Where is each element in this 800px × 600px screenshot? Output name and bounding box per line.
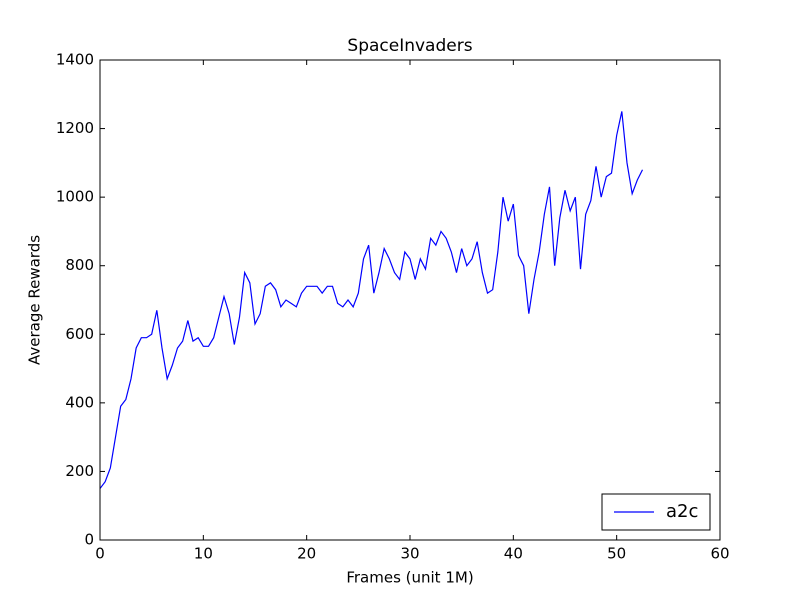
y-tick-label: 1400 bbox=[56, 51, 94, 69]
x-tick-label: 0 bbox=[95, 545, 105, 563]
x-tick-label: 20 bbox=[297, 545, 316, 563]
legend-label: a2c bbox=[666, 501, 698, 522]
x-tick-label: 10 bbox=[194, 545, 213, 563]
x-tick-label: 40 bbox=[504, 545, 523, 563]
y-tick-label: 1200 bbox=[56, 119, 94, 137]
x-tick-label: 50 bbox=[607, 545, 626, 563]
data-line bbox=[99, 111, 644, 489]
y-axis-label: Average Rewards bbox=[26, 235, 44, 365]
x-tick-label: 30 bbox=[400, 545, 419, 563]
chart-title: SpaceInvaders bbox=[347, 36, 472, 56]
y-tick-label: 600 bbox=[65, 325, 94, 343]
axes-frame bbox=[99, 59, 721, 541]
y-tick-label: 400 bbox=[65, 393, 94, 411]
x-tick-label: 60 bbox=[710, 545, 729, 563]
y-tick-label: 200 bbox=[65, 462, 94, 480]
y-tick-label: 1000 bbox=[56, 188, 94, 206]
x-axis-label: Frames (unit 1M) bbox=[346, 569, 473, 587]
y-tick-label: 800 bbox=[65, 256, 94, 274]
y-tick-label: 0 bbox=[84, 531, 94, 549]
